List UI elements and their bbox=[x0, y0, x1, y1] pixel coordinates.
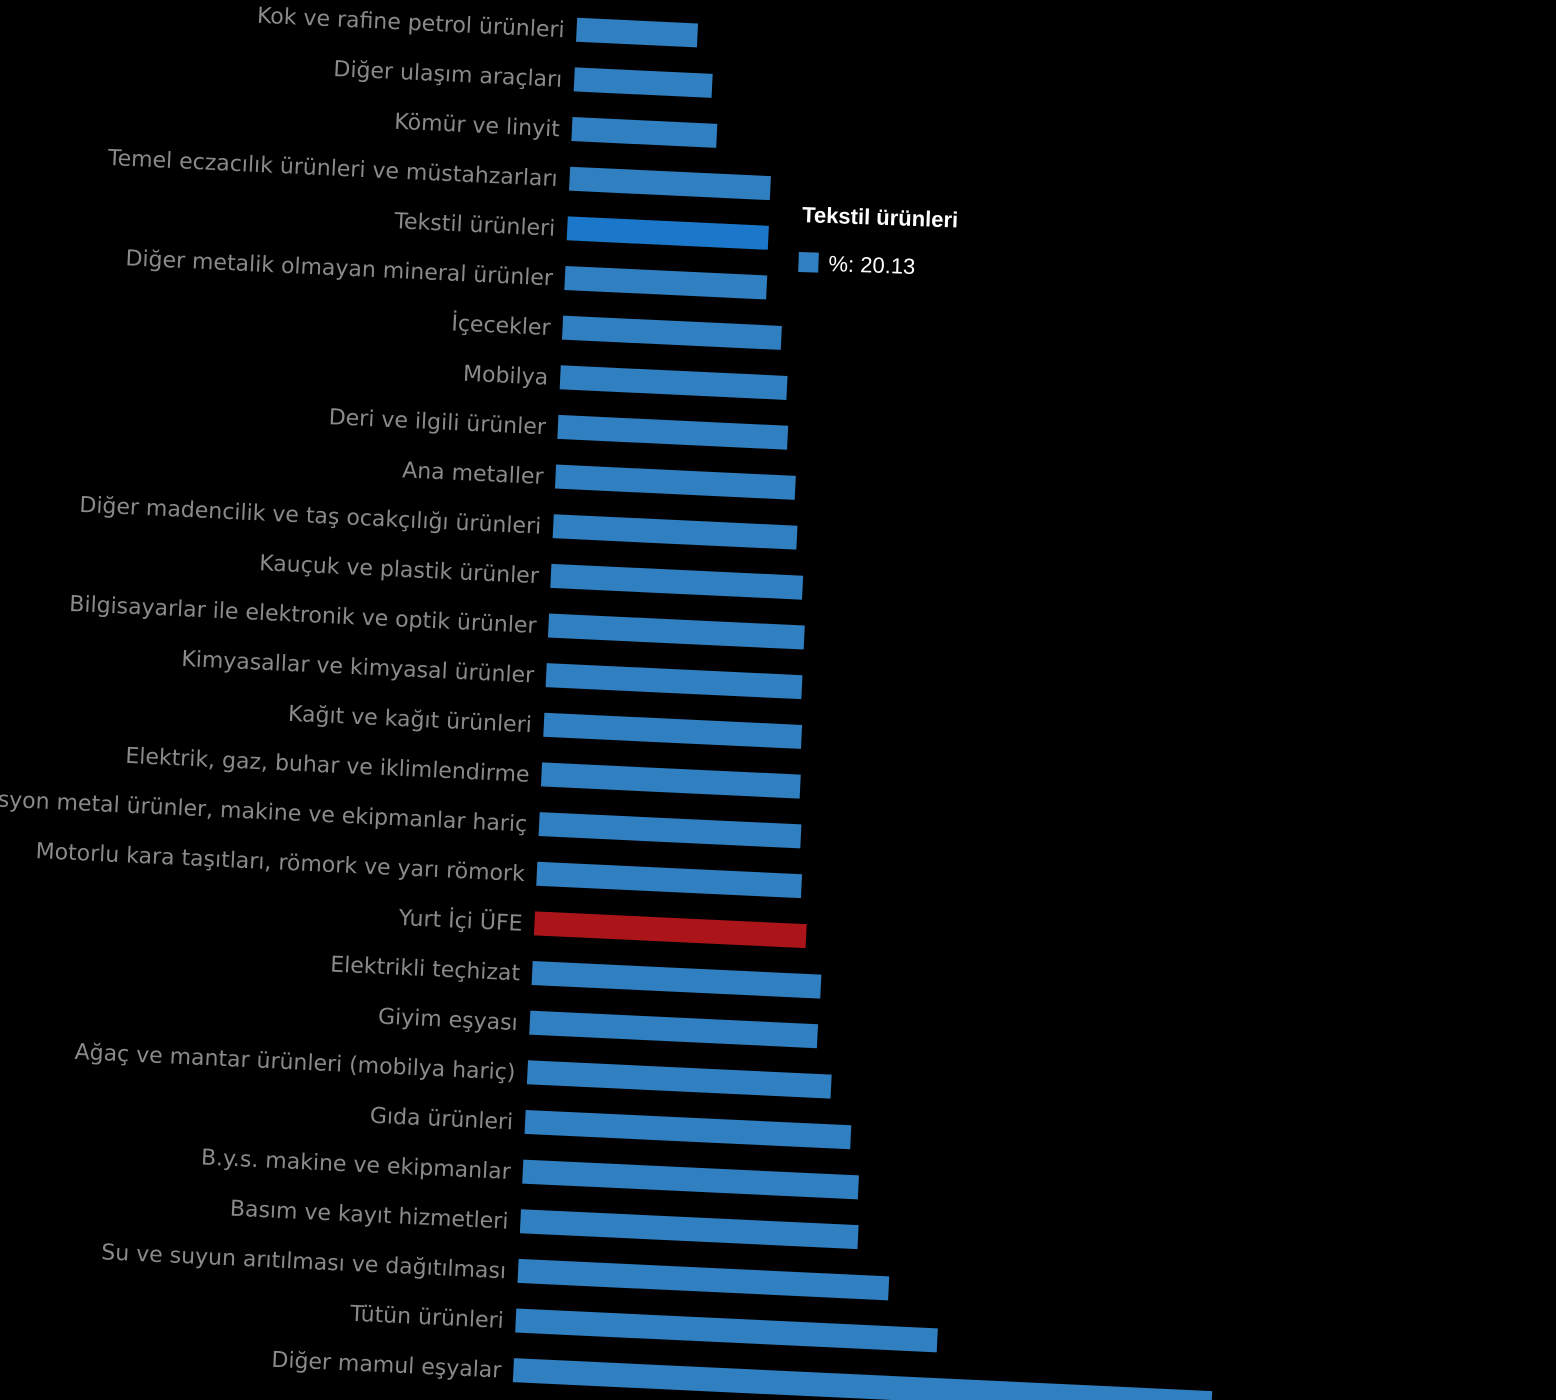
category-label-0: Kok ve rafine petrol ürünleri bbox=[256, 4, 565, 43]
bar-10[interactable] bbox=[552, 514, 798, 550]
category-label-6: İçecekler bbox=[451, 310, 552, 341]
bar-19[interactable] bbox=[531, 961, 822, 999]
category-label-18: Yurt İçi ÜFE bbox=[397, 905, 523, 937]
bar-7[interactable] bbox=[559, 365, 788, 400]
bar-13[interactable] bbox=[545, 663, 803, 700]
bar-21[interactable] bbox=[526, 1060, 832, 1099]
category-label-11: Kauçuk ve plastik ürünler bbox=[259, 551, 541, 589]
category-label-20: Giyim eşyası bbox=[377, 1005, 518, 1037]
category-label-1: Diğer ulaşım araçları bbox=[333, 57, 563, 93]
bar-24[interactable] bbox=[519, 1209, 859, 1250]
category-label-3: Temel eczacılık ürünleri ve müstahzarlar… bbox=[106, 146, 558, 192]
tooltip-value: %: 20.13 bbox=[828, 251, 916, 279]
category-label-4: Tekstil ürünleri bbox=[393, 209, 556, 242]
category-label-10: Diğer madencilik ve taş ocakçılığı ürünl… bbox=[79, 493, 542, 540]
bar-1[interactable] bbox=[573, 67, 713, 98]
bar-12[interactable] bbox=[547, 613, 805, 650]
bar-16[interactable] bbox=[538, 812, 802, 849]
category-label-17: Motorlu kara taşıtları, römork ve yarı r… bbox=[35, 839, 526, 887]
bars-group bbox=[512, 17, 1213, 1400]
tooltip: Tekstil ürünleri %: 20.13 bbox=[798, 202, 959, 279]
bar-17[interactable] bbox=[536, 861, 803, 899]
category-label-26: Tütün ürünleri bbox=[349, 1302, 505, 1334]
category-label-5: Diğer metalik olmayan mineral ürünler bbox=[125, 246, 554, 291]
category-label-14: Kağıt ve kağıt ürünleri bbox=[287, 702, 532, 738]
bar-27[interactable] bbox=[512, 1358, 1213, 1400]
tooltip-swatch bbox=[798, 251, 819, 273]
bar-0[interactable] bbox=[576, 17, 699, 48]
category-label-8: Deri ve ilgili ürünler bbox=[328, 405, 547, 440]
bar-5[interactable] bbox=[564, 265, 768, 300]
bar-2[interactable] bbox=[571, 117, 718, 148]
bar-4[interactable] bbox=[566, 216, 769, 250]
category-labels: Kok ve rafine petrol ürünleri Diğer ulaşı… bbox=[0, 4, 565, 1384]
category-label-9: Ana metaller bbox=[402, 458, 545, 490]
bar-15[interactable] bbox=[540, 762, 801, 799]
bar-3[interactable] bbox=[569, 166, 771, 201]
category-label-16: Fabrikasyon metal ürünler, makine ve eki… bbox=[0, 784, 528, 838]
category-label-22: Gıda ürünleri bbox=[369, 1104, 513, 1136]
category-label-21: Ağaç ve mantar ürünleri (mobilya hariç) bbox=[74, 1040, 516, 1086]
bar-23[interactable] bbox=[522, 1159, 859, 1200]
category-label-25: Su ve suyun arıtılması ve dağıtılması bbox=[101, 1240, 507, 1284]
bar-25[interactable] bbox=[517, 1258, 890, 1301]
category-label-7: Mobilya bbox=[463, 362, 549, 391]
bar-8[interactable] bbox=[557, 414, 789, 450]
category-label-27: Diğer mamul eşyalar bbox=[271, 1348, 503, 1384]
bar-11[interactable] bbox=[550, 563, 804, 600]
category-label-19: Elektrikli teçhizat bbox=[330, 952, 521, 986]
bar-6[interactable] bbox=[561, 315, 782, 350]
category-label-24: Basım ve kayıt hizmetleri bbox=[229, 1197, 509, 1235]
category-label-12: Bilgisayarlar ile elektronik ve optik ür… bbox=[69, 592, 538, 639]
bar-26[interactable] bbox=[515, 1308, 938, 1353]
category-label-13: Kimyasallar ve kimyasal ürünler bbox=[181, 647, 536, 689]
category-label-2: Kömür ve linyit bbox=[394, 110, 561, 143]
tooltip-title: Tekstil ürünleri bbox=[802, 202, 959, 232]
bar-9[interactable] bbox=[554, 464, 796, 500]
category-label-15: Elektrik, gaz, buhar ve iklimlendirme bbox=[125, 744, 530, 788]
category-label-23: B.y.s. makine ve ekipmanlar bbox=[200, 1145, 512, 1185]
bar-14[interactable] bbox=[543, 712, 803, 749]
bar-18[interactable] bbox=[533, 911, 807, 949]
bar-20[interactable] bbox=[529, 1010, 819, 1049]
bar-22[interactable] bbox=[524, 1109, 852, 1150]
